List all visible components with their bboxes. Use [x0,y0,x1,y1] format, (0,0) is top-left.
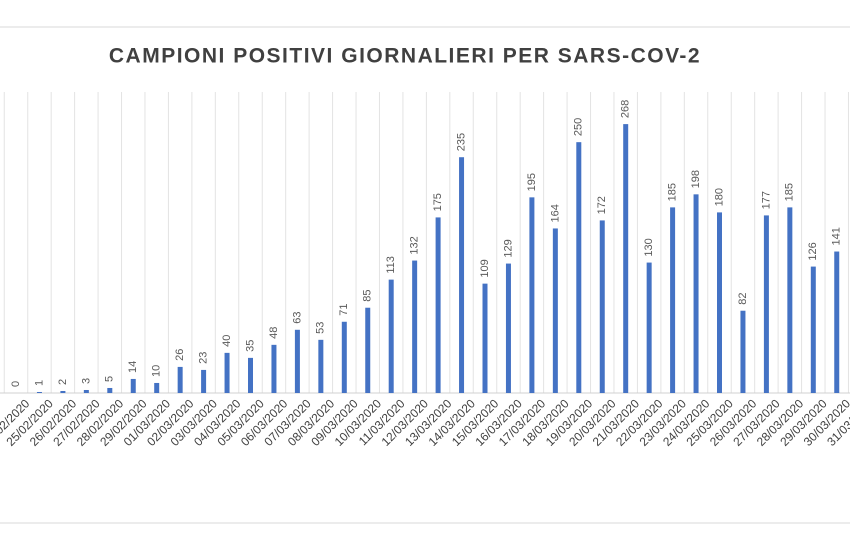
bar [763,215,769,393]
data-label: 180 [713,188,725,206]
data-label: 23 [198,352,210,364]
bar [224,352,230,393]
data-label: 164 [549,204,561,222]
bar [365,307,371,393]
bar [201,369,207,393]
bar [177,366,183,393]
bar [83,389,89,393]
bar [154,382,160,393]
bar [646,262,652,393]
data-label: 177 [760,191,772,209]
data-label: 40 [221,335,233,347]
bar [130,378,136,393]
data-label: 235 [455,133,467,151]
bar [248,357,253,393]
bar [482,283,488,393]
data-label: 48 [268,327,280,339]
bar [318,339,324,393]
data-label: 82 [737,292,749,304]
data-label: 53 [315,322,327,334]
bar [787,207,793,393]
data-label: 63 [291,312,303,324]
bar [107,387,113,393]
data-label: 172 [596,196,608,214]
data-label: 10 [151,365,163,377]
data-label: 175 [432,193,444,211]
data-label: 26 [174,349,186,361]
bar [576,142,582,393]
data-label: 126 [807,242,819,260]
bar [693,194,699,393]
bar [271,344,277,393]
data-label: 268 [620,100,632,118]
bar [341,321,347,393]
data-label: 109 [479,259,491,277]
bar [599,220,605,393]
data-label: 71 [338,304,350,316]
chart-title: CAMPIONI POSITIVI GIORNALIERI PER SARS-C… [109,45,701,68]
data-label: 132 [409,236,421,254]
bar [717,212,722,393]
data-label: 0 [10,381,22,387]
bar [623,124,629,394]
data-label: 198 [690,170,702,188]
bar [834,251,840,393]
bar [60,390,66,393]
data-label: 14 [127,361,139,373]
bar [810,266,816,393]
bar [36,391,42,393]
bar [529,197,535,393]
data-label: 130 [643,238,655,256]
bar [670,207,676,393]
bar [412,260,418,393]
bar [435,217,441,393]
data-label: 5 [104,376,116,382]
data-label: 1 [33,380,45,386]
bar [388,279,394,393]
bar [552,228,558,393]
bar [740,310,746,393]
data-label: 85 [362,289,374,301]
data-label: 185 [784,183,796,201]
bar [294,329,300,393]
data-label: 185 [667,183,679,201]
data-label: 129 [502,239,514,257]
data-label: 2 [57,379,69,385]
data-label: 3 [80,378,92,384]
data-label: 113 [385,256,397,274]
bar [459,157,465,393]
bar [505,263,511,393]
data-label: 141 [831,227,843,245]
data-label: 195 [526,173,538,191]
data-label: 250 [573,118,585,136]
data-label: 35 [244,340,256,352]
